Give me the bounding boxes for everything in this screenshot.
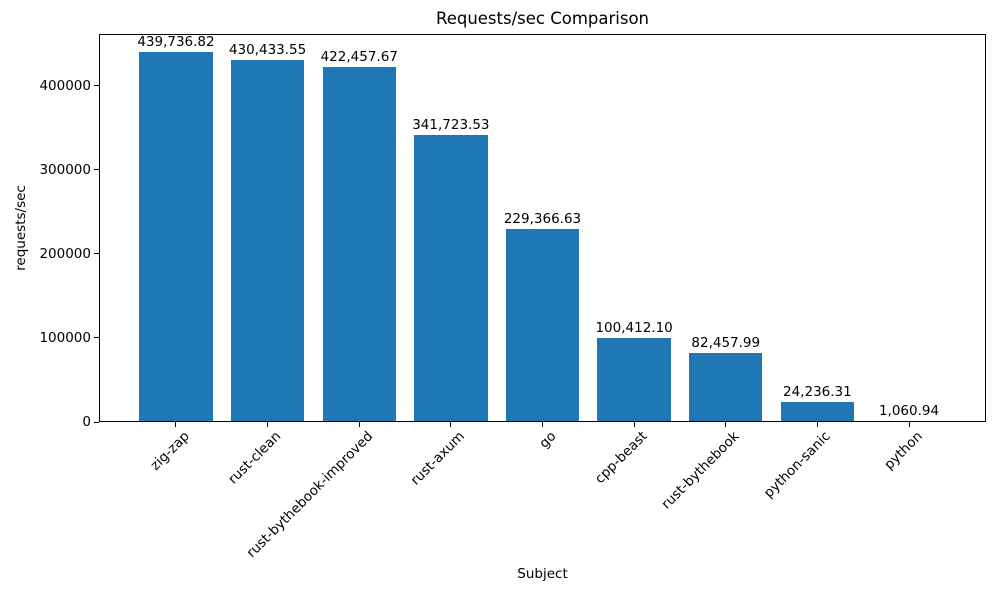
bar (780, 401, 855, 422)
chart-title: Requests/sec Comparison (435, 9, 650, 28)
bar (414, 134, 488, 422)
x-tick-label: cpp-beast (592, 428, 651, 487)
bar-value-label: 439,736.82 (137, 34, 215, 51)
x-tick-label: rust-clean (225, 428, 285, 488)
y-tick-label: 400000 (39, 77, 91, 94)
bar (230, 60, 305, 422)
bar-value-label: 430,433.55 (228, 42, 307, 59)
bar (689, 352, 763, 422)
bar (322, 66, 396, 422)
x-tick-mark (450, 422, 452, 427)
bar-value-label: 422,457.67 (320, 48, 398, 65)
x-tick-label: rust-axum (407, 428, 468, 489)
bar-value-label: 1,060.94 (878, 403, 940, 419)
y-tick-mark (94, 421, 99, 423)
x-tick-mark (542, 422, 543, 427)
x-tick-mark (358, 422, 360, 427)
x-tick-label: go (535, 428, 560, 452)
x-tick-mark (908, 422, 910, 427)
y-tick-label: 200000 (39, 245, 91, 262)
y-tick-mark (94, 337, 99, 339)
x-tick-label: zig-zap (147, 428, 193, 474)
x-tick-mark (175, 422, 177, 427)
bar-value-label: 100,412.10 (595, 319, 673, 336)
y-tick-mark (94, 85, 99, 87)
x-axis-label: Subject (517, 566, 568, 582)
x-tick-mark (816, 422, 818, 427)
y-tick-label: 100000 (39, 329, 91, 346)
x-tick-mark (633, 422, 635, 427)
bar (505, 229, 580, 422)
y-tick-label: 300000 (39, 161, 91, 178)
x-tick-label: python-sanic (761, 428, 835, 502)
y-tick-mark (94, 169, 99, 171)
y-tick-label: 0 (82, 414, 91, 430)
bar-value-label: 229,366.63 (503, 211, 582, 228)
bar-value-label: 82,457.99 (691, 334, 761, 351)
bar-value-label: 24,236.31 (783, 383, 852, 400)
bar (597, 337, 671, 422)
x-tick-mark (725, 422, 727, 427)
bar (139, 52, 213, 422)
x-tick-label: rust-bythebook (658, 428, 743, 513)
bar-value-label: 341,723.53 (412, 116, 490, 133)
x-tick-mark (267, 422, 269, 427)
y-tick-mark (94, 253, 99, 255)
x-tick-label: python (880, 428, 926, 474)
